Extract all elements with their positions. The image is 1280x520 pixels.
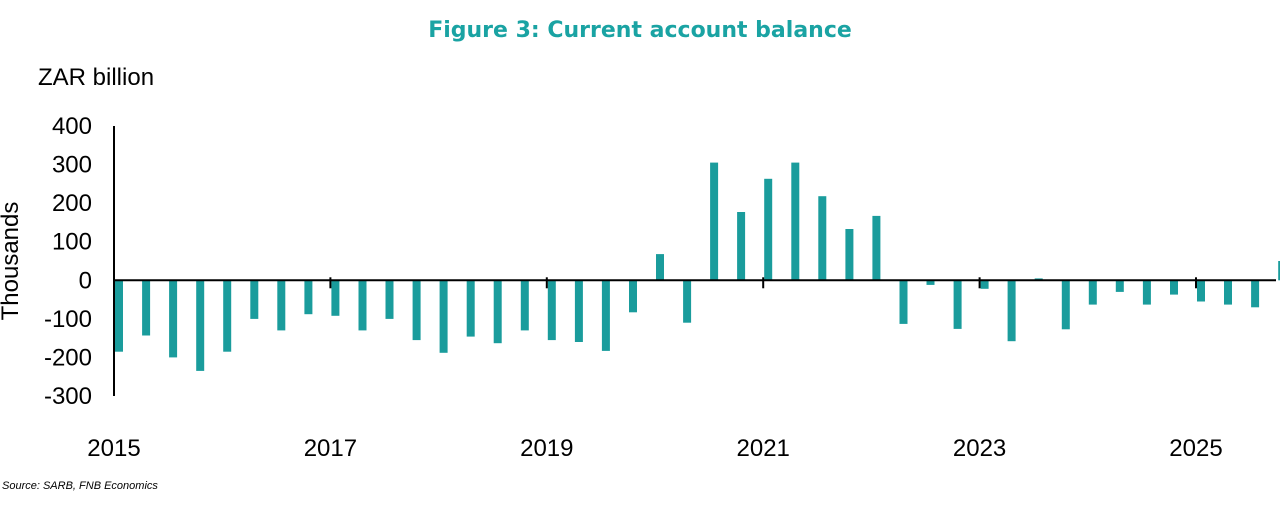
bar (845, 229, 854, 281)
bar (1061, 280, 1070, 330)
bar (818, 196, 827, 281)
bar (1278, 261, 1280, 281)
bar (520, 280, 529, 331)
y-tick-label: 0 (79, 267, 92, 294)
bar (169, 280, 178, 358)
bar (196, 280, 205, 371)
bar (791, 162, 800, 281)
bar (926, 280, 935, 285)
bar (574, 280, 583, 342)
x-tick-label: 2017 (304, 435, 357, 462)
bar (629, 280, 637, 313)
bar (250, 280, 259, 319)
bar (304, 280, 313, 315)
bar (1251, 280, 1260, 308)
bar (1197, 280, 1205, 302)
bar (493, 280, 502, 344)
y-tick-label: -100 (44, 306, 92, 333)
y-tick-label: 300 (52, 152, 92, 179)
bar (331, 280, 340, 316)
unit-label: ZAR billion (38, 64, 155, 91)
bar (1007, 280, 1016, 342)
bar (1170, 280, 1178, 295)
bar (466, 280, 475, 337)
y-tick-label: -200 (44, 344, 92, 371)
bar (385, 280, 394, 319)
x-tick-label: 2025 (1169, 435, 1222, 462)
bar (547, 280, 556, 341)
bar (358, 280, 367, 331)
bar (980, 280, 989, 289)
chart-title: Figure 3: Current account balance (428, 18, 852, 43)
bar (1115, 280, 1124, 292)
y-tick-label: -300 (44, 383, 92, 410)
x-tick-label: 2023 (953, 435, 1006, 462)
bar (1142, 280, 1151, 305)
x-tick-label: 2021 (737, 435, 790, 462)
bar (412, 280, 421, 341)
bar (439, 280, 448, 353)
x-tick-label: 2019 (520, 435, 573, 462)
y-axis-title: Thousands (0, 202, 24, 321)
bar (872, 215, 881, 281)
bar (656, 254, 664, 281)
bar (683, 280, 692, 323)
bar (601, 280, 610, 351)
bar (953, 280, 962, 329)
x-tick-label: 2015 (87, 435, 140, 462)
y-tick-label: 200 (52, 190, 92, 217)
bar (142, 280, 151, 336)
source-note: Source: SARB, FNB Economics (2, 480, 158, 492)
bar (764, 178, 773, 281)
bar (277, 280, 286, 331)
y-tick-label: 400 (52, 113, 92, 140)
bar (737, 212, 746, 281)
bar (223, 280, 232, 352)
bar (1088, 280, 1097, 305)
bar (899, 280, 908, 324)
bar (710, 162, 719, 281)
bar (1224, 280, 1232, 305)
bar (115, 280, 123, 352)
y-tick-label: 100 (52, 229, 92, 256)
